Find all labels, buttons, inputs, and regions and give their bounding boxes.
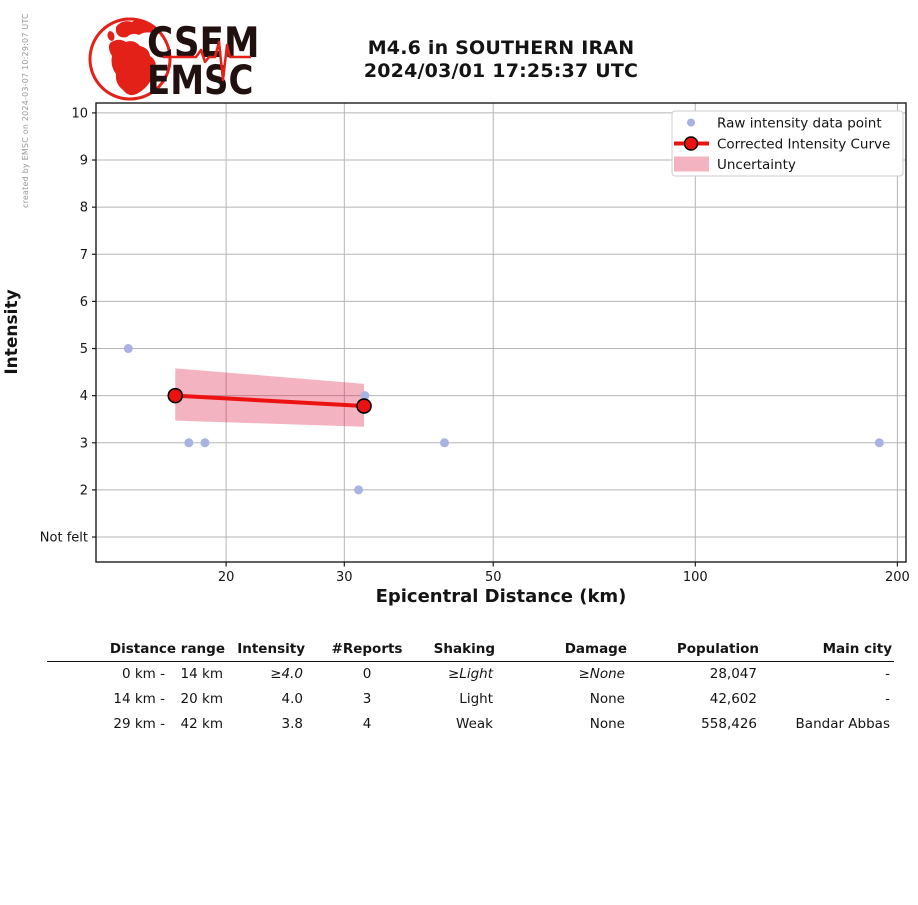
legend-patch-swatch bbox=[674, 156, 709, 172]
y-tick-label: 4 bbox=[80, 389, 88, 404]
emsc-logo: CSEM EMSC bbox=[88, 17, 258, 104]
table-cell-damage: None bbox=[589, 691, 625, 707]
legend-label: Uncertainty bbox=[717, 157, 796, 173]
legend-label: Raw intensity data point bbox=[717, 115, 882, 131]
intensity-distance-chart: Not felt 2 3 4 5 6 7 8 9 10 20 30 50 100 200 Intensity E… bbox=[2, 102, 910, 607]
globe-continent-main bbox=[108, 39, 156, 96]
table-cell-intensity: ≥4.0 bbox=[270, 666, 303, 683]
table-cell-shaking: Light bbox=[459, 691, 493, 707]
table-cell-range: 29 km - 42 km bbox=[47, 712, 227, 737]
table-cell-population: 558,426 bbox=[701, 716, 757, 732]
y-tick-label: 9 bbox=[80, 154, 88, 169]
x-axis-label: Epicentral Distance (km) bbox=[376, 586, 627, 607]
table-cell-intensity: 3.8 bbox=[281, 716, 303, 732]
globe-continent-island bbox=[107, 31, 115, 41]
globe-icon bbox=[88, 17, 172, 101]
range-to: 20 km bbox=[180, 691, 223, 707]
raw-data-point bbox=[200, 438, 210, 448]
legend-label: Corrected Intensity Curve bbox=[717, 136, 890, 152]
x-tick-label: 200 bbox=[885, 570, 910, 585]
table-cell-city: - bbox=[885, 666, 890, 683]
legend-point-swatch bbox=[687, 118, 695, 127]
table-cell-reports: 0 bbox=[362, 666, 372, 683]
table-cell-shaking: ≥Light bbox=[447, 666, 493, 683]
raw-data-point bbox=[123, 344, 133, 354]
table-header-row: Distance range Intensity #Reports Shaking Da… bbox=[47, 641, 894, 662]
table-cell-population: 28,047 bbox=[709, 666, 757, 683]
x-tick-label: 100 bbox=[683, 570, 708, 585]
table-row: 14 km - 20 km 4.0 3 Light None 42,602 - bbox=[47, 687, 894, 712]
table-cell-intensity: 4.0 bbox=[281, 691, 303, 707]
plot-border bbox=[95, 102, 907, 563]
table-cell-city: - bbox=[885, 691, 890, 707]
range-from: 14 km - bbox=[113, 691, 165, 707]
table-cell-damage: None bbox=[589, 716, 625, 732]
y-tick-label: 5 bbox=[80, 342, 88, 357]
table-cell-population: 42,602 bbox=[709, 691, 757, 707]
table-cell-shaking: Weak bbox=[456, 716, 493, 732]
y-tick-label: 6 bbox=[80, 295, 88, 310]
y-axis-label: Intensity bbox=[2, 289, 22, 374]
table-header-population: Population bbox=[629, 641, 761, 662]
logo-text-emsc: EMSC bbox=[147, 57, 253, 103]
curve-endpoint-marker bbox=[356, 398, 372, 414]
legend-line-marker bbox=[683, 136, 699, 151]
legend-box bbox=[671, 110, 904, 177]
table-row: 29 km - 42 km 3.8 4 Weak None 558,426 Bandar Ab… bbox=[47, 712, 894, 737]
raw-data-point bbox=[874, 438, 884, 448]
event-datetime: 2024/03/01 17:25:37 UTC bbox=[363, 59, 639, 82]
table-cell-city: Bandar Abbas bbox=[795, 716, 890, 732]
y-tick-label: 7 bbox=[80, 248, 88, 263]
table-row: 0 km - 14 km ≥4.0 0 ≥Light ≥None 28,047 - bbox=[47, 662, 894, 687]
table-header-city: Main city bbox=[761, 641, 894, 662]
corrected-intensity-curve bbox=[175, 393, 365, 409]
logo-text-csem: CSEM bbox=[147, 19, 258, 67]
table-cell-reports: 3 bbox=[362, 691, 372, 707]
event-title: M4.6 in SOUTHERN IRAN bbox=[367, 37, 635, 59]
range-to: 42 km bbox=[180, 716, 223, 732]
table-cell-reports: 4 bbox=[362, 716, 372, 732]
curve-endpoint-marker bbox=[167, 387, 184, 404]
table-header-range: Distance range bbox=[47, 641, 227, 662]
y-tick-label: 3 bbox=[80, 436, 88, 451]
raw-data-point bbox=[354, 485, 364, 495]
table-header-shaking: Shaking bbox=[427, 641, 497, 662]
y-tick-label: 10 bbox=[71, 106, 88, 121]
seismogram-icon bbox=[163, 40, 251, 82]
raw-data-point bbox=[439, 438, 449, 448]
x-tick-label: 50 bbox=[485, 570, 502, 585]
globe-continent-north bbox=[116, 19, 154, 38]
table-cell-damage: ≥None bbox=[578, 666, 625, 683]
table-cell-range: 14 km - 20 km bbox=[47, 687, 227, 712]
table-cell-range: 0 km - 14 km bbox=[47, 662, 227, 687]
page-title: M4.6 in SOUTHERN IRAN 2024/03/01 17:25:3… bbox=[251, 37, 751, 82]
y-tick-label: 2 bbox=[80, 483, 88, 498]
table-header-reports: #Reports bbox=[307, 641, 427, 662]
range-to: 14 km bbox=[180, 666, 223, 683]
uncertainty-band bbox=[175, 368, 365, 427]
range-from: 0 km - bbox=[121, 666, 165, 683]
impact-summary-table: Distance range Intensity #Reports Shaking Da… bbox=[47, 641, 894, 737]
range-from: 29 km - bbox=[113, 716, 165, 732]
x-tick-label: 30 bbox=[336, 570, 353, 585]
raw-data-point bbox=[184, 438, 194, 448]
table-header-damage: Damage bbox=[497, 641, 629, 662]
raw-data-point bbox=[360, 391, 370, 401]
y-tick-label: 8 bbox=[80, 201, 88, 216]
x-tick-label: 20 bbox=[218, 570, 235, 585]
table-header-intensity: Intensity bbox=[227, 641, 307, 662]
y-tick-label: Not felt bbox=[40, 531, 88, 546]
